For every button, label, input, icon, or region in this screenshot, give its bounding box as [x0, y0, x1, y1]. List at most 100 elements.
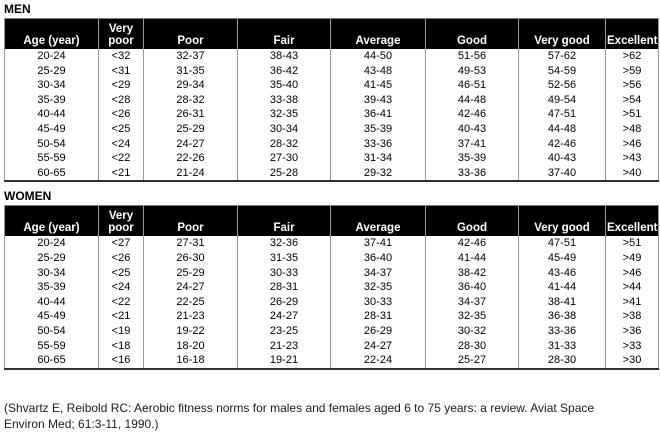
table-cell: <32: [98, 49, 144, 64]
table-cell: 60-65: [4, 353, 99, 369]
table-cell: <18: [98, 338, 144, 354]
table-cell: 36-40: [330, 250, 426, 266]
table-cell: >46: [605, 265, 659, 281]
women-table-body: 20-24 <27 27-31 32-36 37-41 42-46 47-51 >51 25-2…: [4, 236, 659, 369]
table-cell: 33-36: [330, 136, 426, 152]
column-header: Very poor: [98, 18, 144, 49]
table-cell: 36-42: [237, 63, 331, 79]
table-cell: 24-27: [330, 338, 426, 354]
table-cell: 30-34: [4, 78, 99, 93]
table-cell: 33-36: [518, 323, 606, 339]
table-cell: >54: [605, 92, 659, 108]
men-table-body: 20-24 <32 32-37 38-43 44-50 51-56 57-62 >62 25-2…: [4, 49, 659, 182]
header-row: Age (year) Very poor Poor Fair Average Good Ve…: [4, 18, 659, 49]
table-cell: >40: [605, 165, 659, 182]
column-header: Excellent: [605, 205, 659, 237]
table-cell: 26-29: [237, 294, 331, 310]
table-cell: 33-36: [425, 165, 519, 182]
table-cell: 32-36: [237, 236, 331, 251]
table-cell: 42-46: [518, 136, 606, 152]
men-section: MEN Age (year) Very poor Poor Fair Average Go…: [3, 2, 660, 183]
table-cell: 22-25: [143, 294, 238, 310]
table-cell: 42-46: [425, 107, 519, 122]
table-cell: 28-32: [237, 136, 331, 152]
table-cell: 55-59: [4, 151, 99, 166]
table-cell: 29-32: [330, 165, 426, 182]
header-row: Age (year) Very poor Poor Fair Average Good Ve…: [4, 205, 659, 237]
table-cell: 43-48: [330, 63, 426, 79]
men-fitness-norms-table: Age (year) Very poor Poor Fair Average Good Ve…: [4, 18, 659, 183]
table-cell: 38-42: [425, 265, 519, 281]
column-header: Very good: [518, 205, 606, 237]
column-header: Good: [425, 18, 519, 49]
column-header: Age (year): [4, 18, 99, 49]
table-cell: 32-35: [425, 309, 519, 324]
table-cell: 27-31: [143, 236, 238, 251]
column-header: Excellent: [605, 18, 659, 49]
column-header: Very poor: [98, 205, 144, 237]
table-cell: 19-21: [237, 353, 331, 369]
table-cell: 18-20: [143, 338, 238, 354]
table-cell: 40-44: [4, 107, 99, 122]
table-cell: 41-44: [518, 280, 606, 295]
table-cell: >56: [605, 78, 659, 93]
column-header: Fair: [237, 18, 331, 49]
table-row: 30-34 <29 29-34 35-40 41-45 46-51 52-56 >56: [4, 78, 659, 93]
table-cell: >44: [605, 280, 659, 295]
table-cell: 47-51: [518, 107, 606, 122]
table-cell: 31-34: [330, 151, 426, 166]
table-cell: <27: [98, 236, 144, 251]
table-cell: 45-49: [4, 309, 99, 324]
table-cell: 54-59: [518, 63, 606, 79]
table-cell: 37-40: [518, 165, 606, 182]
table-cell: 20-24: [4, 236, 99, 251]
table-cell: 22-24: [330, 353, 426, 369]
table-cell: <28: [98, 92, 144, 108]
table-cell: 41-44: [425, 250, 519, 266]
men-table-title: MEN: [4, 2, 31, 16]
table-row: 30-34 <25 25-29 30-33 34-37 38-42 43-46 >46: [4, 265, 659, 281]
table-cell: 30-34: [237, 121, 331, 137]
table-cell: 60-65: [4, 165, 99, 182]
table-row: 20-24 <32 32-37 38-43 44-50 51-56 57-62 >62: [4, 49, 659, 64]
table-cell: 28-30: [425, 338, 519, 354]
table-cell: 35-39: [4, 92, 99, 108]
column-header: Average: [330, 18, 426, 49]
table-cell: 28-31: [237, 280, 331, 295]
table-row: 60-65 <16 16-18 19-21 22-24 25-27 28-30 >30: [4, 353, 659, 369]
table-cell: 52-56: [518, 78, 606, 93]
table-cell: 24-27: [143, 136, 238, 152]
table-cell: 36-41: [330, 107, 426, 122]
table-cell: 25-29: [4, 63, 99, 79]
column-header: Poor: [143, 205, 238, 237]
table-cell: <31: [98, 63, 144, 79]
table-row: 45-49 <21 21-23 24-27 28-31 32-35 36-38 >38: [4, 309, 659, 324]
table-cell: >62: [605, 49, 659, 64]
table-cell: 37-41: [425, 136, 519, 152]
table-cell: 25-29: [143, 121, 238, 137]
table-cell: 40-43: [425, 121, 519, 137]
table-cell: 35-40: [237, 78, 331, 93]
table-cell: 38-41: [518, 294, 606, 310]
women-table-header: Age (year) Very poor Poor Fair Average Good Ve…: [4, 205, 659, 237]
table-cell: 49-54: [518, 92, 606, 108]
table-cell: 21-24: [143, 165, 238, 182]
table-cell: 31-33: [518, 338, 606, 354]
table-cell: >36: [605, 323, 659, 339]
table-cell: 44-48: [425, 92, 519, 108]
table-cell: 24-27: [143, 280, 238, 295]
table-cell: 26-31: [143, 107, 238, 122]
table-cell: 32-37: [143, 49, 238, 64]
table-cell: >51: [605, 236, 659, 251]
table-cell: 24-27: [237, 309, 331, 324]
table-cell: 25-28: [237, 165, 331, 182]
table-cell: <26: [98, 250, 144, 266]
table-row: 55-59 <22 22-26 27-30 31-34 35-39 40-43 >43: [4, 151, 659, 166]
column-header: Age (year): [4, 205, 99, 237]
table-row: 25-29 <26 26-30 31-35 36-40 41-44 45-49 >49: [4, 250, 659, 266]
table-cell: >41: [605, 294, 659, 310]
table-cell: 55-59: [4, 338, 99, 354]
column-header: Very good: [518, 18, 606, 49]
table-cell: 28-32: [143, 92, 238, 108]
